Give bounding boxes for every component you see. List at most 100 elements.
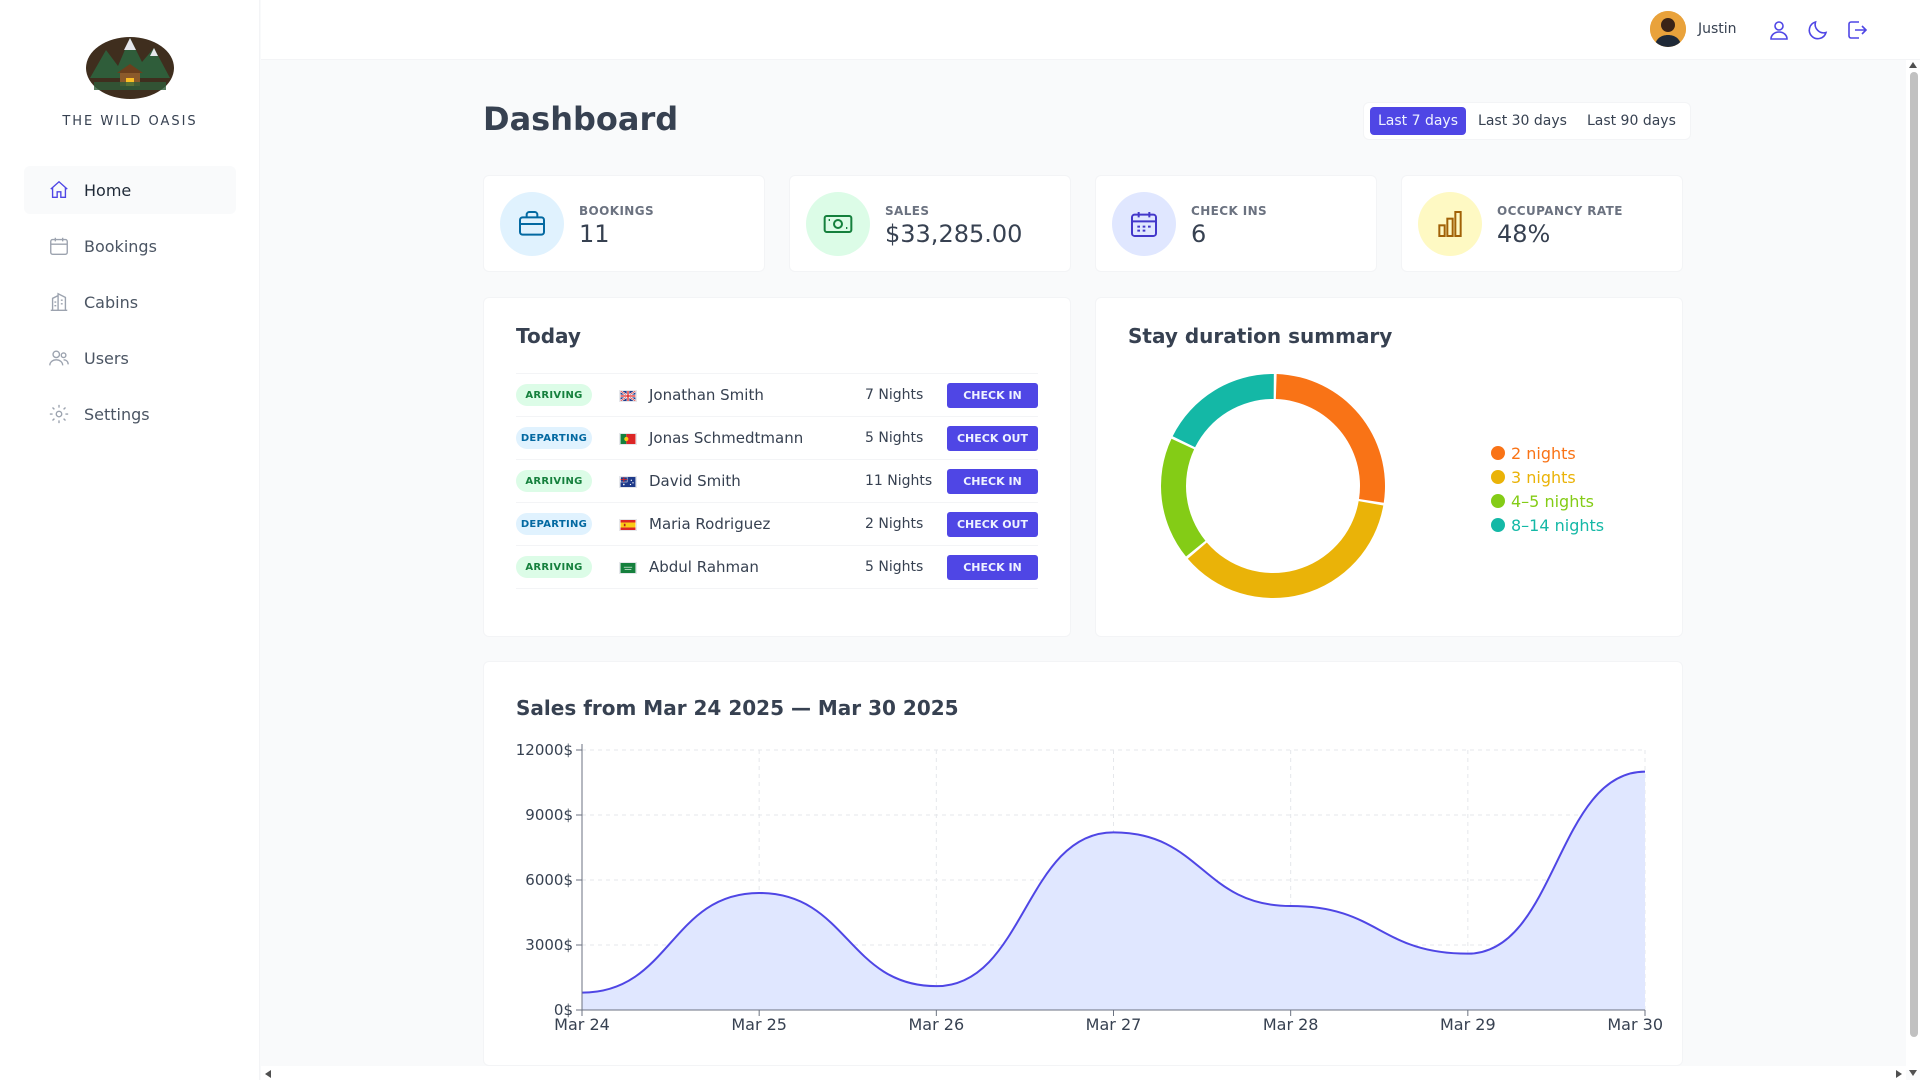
- sales-area: [582, 771, 1645, 1010]
- donut-slice-2-nights[interactable]: [1275, 374, 1385, 503]
- status-badge: DEPARTING: [516, 427, 592, 449]
- check-in-button[interactable]: CHECK IN: [947, 555, 1038, 580]
- guest-name: Abdul Rahman: [649, 558, 759, 576]
- sales-line[interactable]: [581, 770, 1646, 994]
- nights-count: 11 Nights: [865, 473, 933, 489]
- logo[interactable]: THE WILD OASIS: [0, 28, 260, 129]
- stat-icon-bg: [1418, 192, 1482, 256]
- stat-icon-bg: [806, 192, 870, 256]
- building-icon: [50, 292, 68, 311]
- status-badge: ARRIVING: [516, 556, 592, 578]
- legend-label: 3 nights: [1511, 467, 1576, 487]
- scrollbar-thumb[interactable]: [1910, 72, 1918, 1037]
- flag-icon: [619, 433, 637, 445]
- sidebar-item-bookings[interactable]: Bookings: [24, 222, 236, 270]
- y-tick-label: 12000$: [516, 741, 573, 759]
- legend-item: 4–5 nights: [1491, 489, 1604, 513]
- stat-icon-bg: [1112, 192, 1176, 256]
- x-tick-label: Mar 27: [1086, 1015, 1142, 1034]
- sidebar-item-home[interactable]: Home: [24, 166, 236, 214]
- page-title: Dashboard: [483, 100, 679, 138]
- date-range-filter: Last 7 days Last 30 days Last 90 days: [1363, 102, 1691, 140]
- status-badge: ARRIVING: [516, 384, 592, 406]
- today-title: Today: [516, 324, 581, 348]
- sidebar-item-label: Bookings: [84, 236, 157, 256]
- stat-label: SALES: [885, 204, 930, 218]
- legend-item: 2 nights: [1491, 441, 1604, 465]
- stat-icon-bg: [500, 192, 564, 256]
- guest-name: Jonathan Smith: [649, 386, 764, 404]
- avatar: [1650, 11, 1686, 47]
- filter-last-7-days[interactable]: Last 7 days: [1370, 107, 1467, 135]
- user-name: Justin: [1698, 21, 1737, 37]
- legend-item: 3 nights: [1491, 465, 1604, 489]
- stat-label: BOOKINGS: [579, 204, 655, 218]
- y-tick-label: 0$: [554, 1001, 573, 1019]
- today-row: ARRIVING Jonathan Smith 7 Nights CHECK IN: [516, 374, 1038, 417]
- main-nav: Home Bookings Cabins Users Settings: [24, 166, 236, 446]
- check-in-button[interactable]: CHECK IN: [947, 383, 1038, 408]
- status-badge: ARRIVING: [516, 470, 592, 492]
- briefcase-icon: [519, 211, 545, 236]
- stat-value: 6: [1191, 220, 1207, 248]
- donut-slice-3-nights[interactable]: [1187, 501, 1384, 598]
- x-tick-label: Mar 26: [909, 1015, 965, 1034]
- check-out-button[interactable]: CHECK OUT: [947, 426, 1038, 451]
- sidebar-item-users[interactable]: Users: [24, 334, 236, 382]
- today-row: DEPARTING Jonas Schmedtmann 5 Nights CHECK …: [516, 417, 1038, 460]
- calendar-days-icon: [1131, 212, 1157, 237]
- home-icon: [50, 180, 68, 199]
- avatar-image: [1650, 11, 1686, 47]
- stat-value: 11: [579, 220, 610, 248]
- legend-item: 8–14 nights: [1491, 513, 1604, 537]
- filter-last-30-days[interactable]: Last 30 days: [1478, 113, 1567, 129]
- user-menu[interactable]: Justin: [1650, 11, 1737, 47]
- nights-count: 7 Nights: [865, 387, 924, 403]
- donut-slice-4-5-nights[interactable]: [1161, 438, 1206, 557]
- x-tick-label: Mar 28: [1263, 1015, 1319, 1034]
- status-badge: DEPARTING: [516, 513, 592, 535]
- flag-icon: [619, 519, 637, 531]
- today-row: ARRIVING David Smith 11 Nights CHECK IN: [516, 460, 1038, 503]
- stat-value: 48%: [1497, 220, 1551, 248]
- sidebar-item-label: Cabins: [84, 292, 139, 312]
- today-list: ARRIVING Jonathan Smith 7 Nights CHECK IN DE…: [516, 373, 1038, 589]
- scroll-up-icon[interactable]: [1909, 62, 1917, 68]
- sidebar: THE WILD OASIS Home Bookings Cabins User…: [0, 0, 260, 1080]
- logout-icon[interactable]: [1845, 18, 1869, 42]
- guest-name: Jonas Schmedtmann: [649, 429, 804, 447]
- sidebar-item-settings[interactable]: Settings: [24, 390, 236, 438]
- stay-duration-legend: 2 nights 3 nights 4–5 nights 8–14 nights: [1491, 441, 1604, 537]
- calendar-icon: [50, 237, 68, 255]
- scroll-right-icon[interactable]: [1896, 1070, 1902, 1078]
- legend-label: 4–5 nights: [1511, 491, 1594, 511]
- sidebar-item-cabins[interactable]: Cabins: [24, 278, 236, 326]
- stat-label: CHECK INS: [1191, 204, 1268, 218]
- logo-image: [86, 37, 174, 99]
- check-in-button[interactable]: CHECK IN: [947, 469, 1038, 494]
- user-icon[interactable]: [1767, 18, 1791, 42]
- check-out-button[interactable]: CHECK OUT: [947, 512, 1038, 537]
- stat-check-ins: CHECK INS 6: [1095, 175, 1377, 272]
- legend-dot: [1491, 470, 1505, 484]
- users-icon: [49, 350, 69, 366]
- horizontal-scrollbar[interactable]: [261, 1066, 1906, 1080]
- stat-sales: SALES $33,285.00: [789, 175, 1071, 272]
- stat-value: $33,285.00: [885, 220, 1023, 248]
- scroll-left-icon[interactable]: [265, 1070, 271, 1078]
- today-row: ARRIVING Abdul Rahman 5 Nights CHECK IN: [516, 546, 1038, 589]
- stay-duration-card: Stay duration summary 2 nights 3 nights 4–…: [1095, 297, 1683, 637]
- x-tick-label: Mar 25: [731, 1015, 787, 1034]
- top-header: Justin: [261, 0, 1920, 60]
- logo-text: THE WILD OASIS: [62, 114, 198, 129]
- filter-last-90-days[interactable]: Last 90 days: [1586, 113, 1676, 129]
- sidebar-item-label: Users: [84, 348, 129, 368]
- legend-label: 8–14 nights: [1511, 515, 1605, 535]
- donut-slice-8-14-nights[interactable]: [1172, 374, 1274, 448]
- vertical-scrollbar[interactable]: [1906, 60, 1920, 1076]
- x-tick-label: Mar 30: [1607, 1015, 1663, 1034]
- y-tick-label: 6000$: [525, 871, 573, 889]
- legend-dot: [1491, 518, 1505, 532]
- moon-icon[interactable]: [1806, 18, 1830, 42]
- scroll-down-icon[interactable]: [1909, 1070, 1917, 1076]
